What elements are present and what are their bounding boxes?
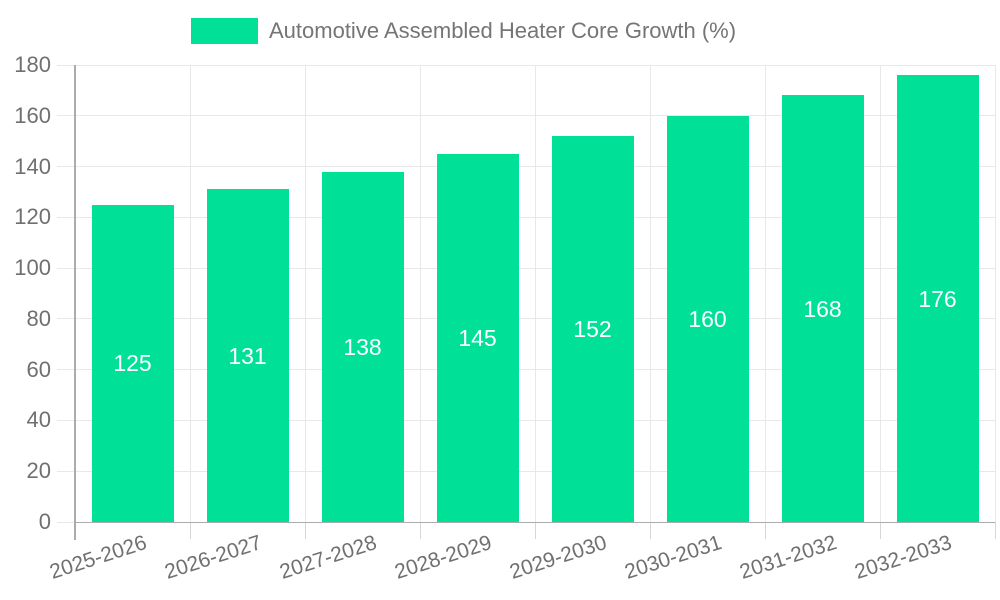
x-axis-tick [764, 522, 766, 539]
x-axis-tick [879, 522, 881, 539]
x-axis-category-label: 2028-2029 [391, 531, 495, 584]
gridline-horizontal [57, 419, 995, 421]
x-axis-category-label: 2032-2033 [851, 531, 955, 584]
bar[interactable] [896, 75, 979, 522]
gridline-vertical [419, 65, 421, 522]
bar[interactable] [666, 115, 749, 522]
y-axis-tick-label: 100 [14, 255, 51, 281]
x-axis-tick [304, 522, 306, 539]
gridline-vertical [994, 65, 996, 522]
y-axis-tick-label: 60 [26, 356, 51, 382]
x-axis-category-label: 2025-2026 [46, 531, 150, 584]
x-axis-tick [534, 522, 536, 539]
gridline-vertical [649, 65, 651, 522]
y-axis-tick-label: 160 [14, 102, 51, 128]
legend-label: Automotive Assembled Heater Core Growth … [269, 18, 737, 43]
legend-swatch[interactable] [191, 18, 258, 44]
legend[interactable]: Automotive Assembled Heater Core Growth … [191, 17, 736, 45]
y-axis-line [74, 65, 76, 540]
x-axis-category-label: 2026-2027 [161, 531, 265, 584]
x-axis-category-label: 2031-2032 [736, 531, 840, 584]
y-axis-tick-label: 180 [14, 52, 51, 77]
x-axis-tick [994, 522, 996, 539]
y-axis-tick-label: 20 [26, 458, 51, 484]
x-axis-tick [189, 522, 191, 539]
gridline-horizontal [57, 369, 995, 371]
y-axis-tick-label: 40 [26, 407, 51, 433]
bar[interactable] [551, 136, 634, 522]
gridline-horizontal [57, 267, 995, 269]
gridline-horizontal [57, 115, 995, 117]
y-axis-tick-label: 120 [14, 204, 51, 230]
gridline-horizontal [57, 318, 995, 320]
bar[interactable] [321, 171, 404, 522]
bar[interactable] [206, 189, 289, 522]
y-axis-tick-label: 0 [38, 509, 51, 534]
x-axis-category-label: 2030-2031 [621, 531, 725, 584]
y-axis-tick-label: 140 [14, 153, 51, 179]
x-axis-category-label: 2027-2028 [276, 531, 380, 584]
gridline-vertical [534, 65, 536, 522]
bar[interactable] [781, 95, 864, 522]
x-axis-category-label: 2029-2030 [506, 531, 610, 584]
gridline-horizontal [57, 470, 995, 472]
gridline-vertical [304, 65, 306, 522]
x-axis-line [75, 521, 995, 523]
gridline-vertical [189, 65, 191, 522]
bar[interactable] [436, 153, 519, 522]
gridline-horizontal [57, 216, 995, 218]
gridline-horizontal [57, 64, 995, 66]
gridline-vertical [879, 65, 881, 522]
y-axis-tick-label: 80 [26, 305, 51, 331]
x-axis-tick [649, 522, 651, 539]
gridline-horizontal [57, 166, 995, 168]
bar[interactable] [91, 204, 174, 522]
x-axis-tick [419, 522, 421, 539]
gridline-vertical [764, 65, 766, 522]
